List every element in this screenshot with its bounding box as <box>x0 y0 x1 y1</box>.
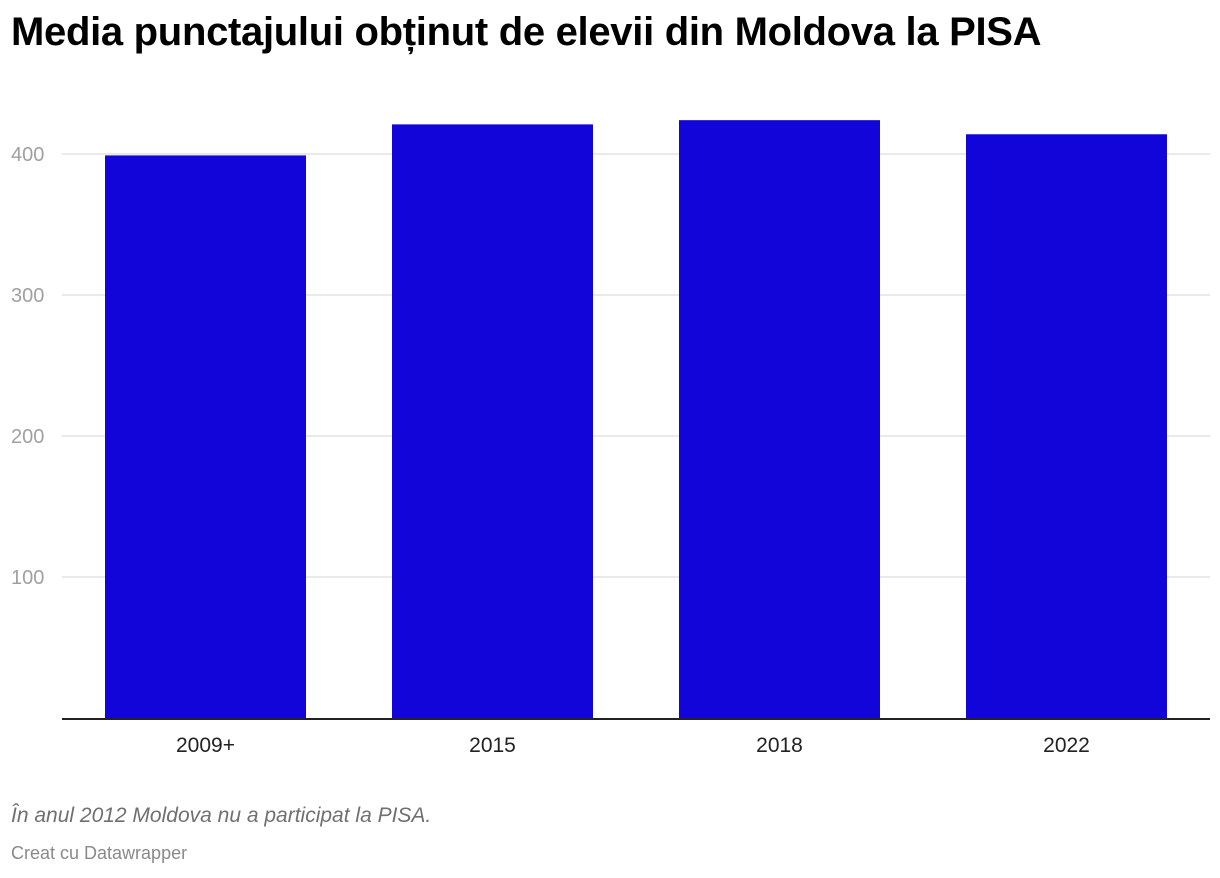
y-tick-label: 200 <box>11 426 44 448</box>
chart-title: Media punctajului obținut de elevii din … <box>11 10 1042 54</box>
x-tick-label: 2009+ <box>176 734 235 757</box>
bar <box>966 134 1167 718</box>
x-tick-label: 2018 <box>756 734 803 757</box>
y-tick-label: 300 <box>11 285 44 307</box>
x-tick-label: 2015 <box>469 734 516 757</box>
chart-note: În anul 2012 Moldova nu a participat la … <box>11 804 432 827</box>
credit-link[interactable]: Creat cu Datawrapper <box>11 843 188 863</box>
y-tick-label: 100 <box>11 567 44 589</box>
x-tick-label: 2022 <box>1043 734 1090 757</box>
y-tick-label: 400 <box>11 144 44 166</box>
bar-chart: 100 200 300 400 2009+ 2015 2018 2022 <box>11 120 1210 757</box>
bar <box>392 124 593 718</box>
bar <box>679 120 880 718</box>
bar <box>105 155 306 718</box>
